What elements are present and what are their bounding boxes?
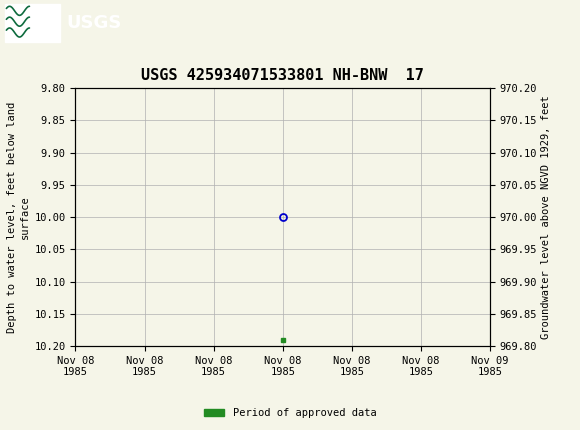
Y-axis label: Depth to water level, feet below land
surface: Depth to water level, feet below land su…	[7, 101, 30, 333]
Bar	[5, 3, 60, 42]
Title: USGS 425934071533801 NH-BNW  17: USGS 425934071533801 NH-BNW 17	[142, 68, 424, 83]
Text: USGS: USGS	[67, 14, 122, 31]
Y-axis label: Groundwater level above NGVD 1929, feet: Groundwater level above NGVD 1929, feet	[542, 95, 552, 339]
Legend: Period of approved data: Period of approved data	[200, 404, 380, 423]
